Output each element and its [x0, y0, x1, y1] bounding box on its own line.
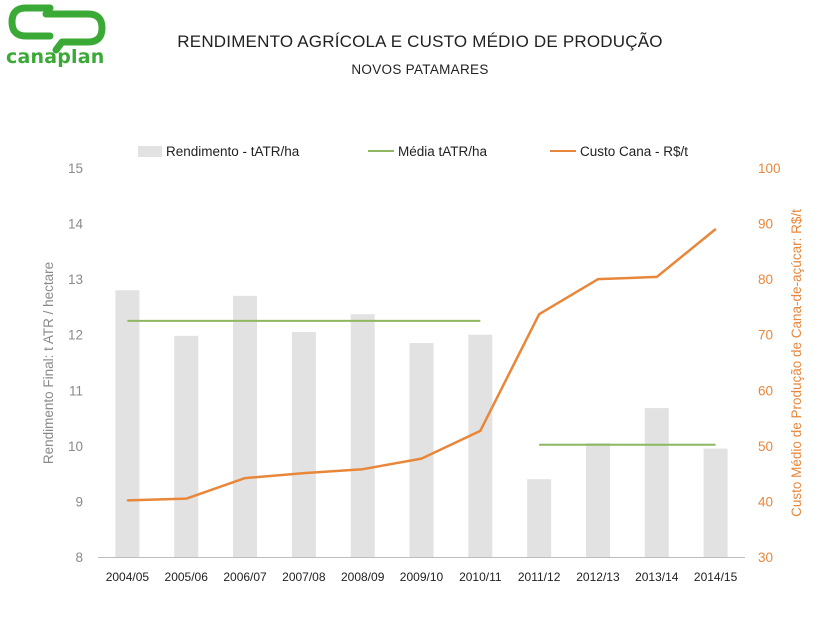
y2-axis-label: Custo Médio de Produção de Cana-de-açúca…: [789, 209, 804, 517]
bar-2006/07: [233, 295, 258, 557]
y-tick-label: 15: [68, 161, 83, 176]
x-tick-label: 2012/13: [576, 570, 620, 584]
x-tick-label: 2005/06: [165, 570, 209, 584]
bar-2007/08: [291, 331, 316, 557]
y2-tick-label: 100: [758, 161, 781, 176]
chart-title: RENDIMENTO AGRÍCOLA E CUSTO MÉDIO DE PRO…: [177, 32, 663, 51]
logo-mark-c: [8, 4, 54, 40]
x-tick-label: 2013/14: [635, 570, 679, 584]
x-tick-label: 2007/08: [282, 570, 326, 584]
bar-2008/09: [350, 314, 375, 557]
bar-2013/14: [644, 408, 669, 557]
brand-name: canaplan: [6, 46, 105, 68]
plot-area: [115, 228, 728, 557]
y-tick-label: 13: [68, 272, 83, 287]
y2-tick-label: 40: [758, 494, 773, 509]
y-tick-label: 10: [68, 439, 83, 454]
legend-label-custo: Custo Cana - R$/t: [580, 144, 688, 159]
bar-2009/10: [409, 343, 434, 557]
y2-tick-label: 30: [758, 550, 773, 565]
custo-point-2008/09: [361, 468, 364, 470]
custo-point-2011/12: [538, 313, 540, 315]
y-tick-label: 14: [68, 217, 84, 232]
custo-point-2014/15: [714, 228, 717, 230]
y2-tick-label: 90: [758, 217, 773, 232]
y2-tick-label: 50: [758, 439, 773, 454]
legend-label-media: Média tATR/ha: [398, 144, 488, 159]
x-tick-label: 2011/12: [518, 570, 561, 584]
custo-point-2010/11: [479, 430, 482, 432]
y-tick-label: 9: [75, 494, 83, 509]
bar-2005/06: [174, 335, 199, 557]
x-tick-label: 2006/07: [223, 570, 267, 584]
custo-point-2009/10: [420, 457, 423, 460]
custo-point-2006/07: [244, 477, 246, 479]
bar-2004/05: [115, 290, 140, 557]
legend-swatch-rendimento: [138, 146, 162, 157]
legend-label-rendimento: Rendimento - tATR/ha: [166, 144, 300, 159]
y2-tick-label: 60: [758, 383, 773, 398]
bar-2014/15: [703, 448, 728, 557]
bar-2011/12: [527, 479, 552, 557]
canaplan-logo: [8, 4, 106, 54]
legend: Rendimento - tATR/ha Média tATR/ha Custo…: [138, 144, 688, 159]
custo-point-2004/05: [126, 499, 129, 502]
y2-tick-label: 70: [758, 328, 773, 343]
axes: 2004/05 2005/06 2006/07 2007/08 2008/09 2009/…: [68, 161, 781, 584]
y-tick-label: 11: [69, 383, 83, 398]
custo-point-2013/14: [655, 276, 658, 278]
x-tick-label: 2014/15: [694, 570, 738, 584]
bar-2012/13: [585, 443, 610, 557]
y-tick-label: 12: [68, 328, 83, 343]
custo-point-2007/08: [303, 472, 305, 474]
bar-2010/11: [468, 334, 493, 557]
x-tick-label: 2009/10: [400, 570, 444, 584]
y-tick-label: 8: [75, 550, 83, 565]
chart-subtitle: NOVOS PATAMARES: [351, 62, 489, 77]
x-tick-label: 2010/11: [459, 570, 502, 584]
x-tick-label: 2004/05: [106, 570, 150, 584]
custo-point-2012/13: [597, 278, 599, 280]
y-axis-label: Rendimento Final: t ATR / hectare: [41, 262, 56, 464]
x-tick-label: 2008/09: [341, 570, 385, 584]
custo-point-2005/06: [185, 497, 188, 500]
logo-mark-p: [42, 10, 106, 54]
y2-tick-label: 80: [758, 272, 773, 287]
